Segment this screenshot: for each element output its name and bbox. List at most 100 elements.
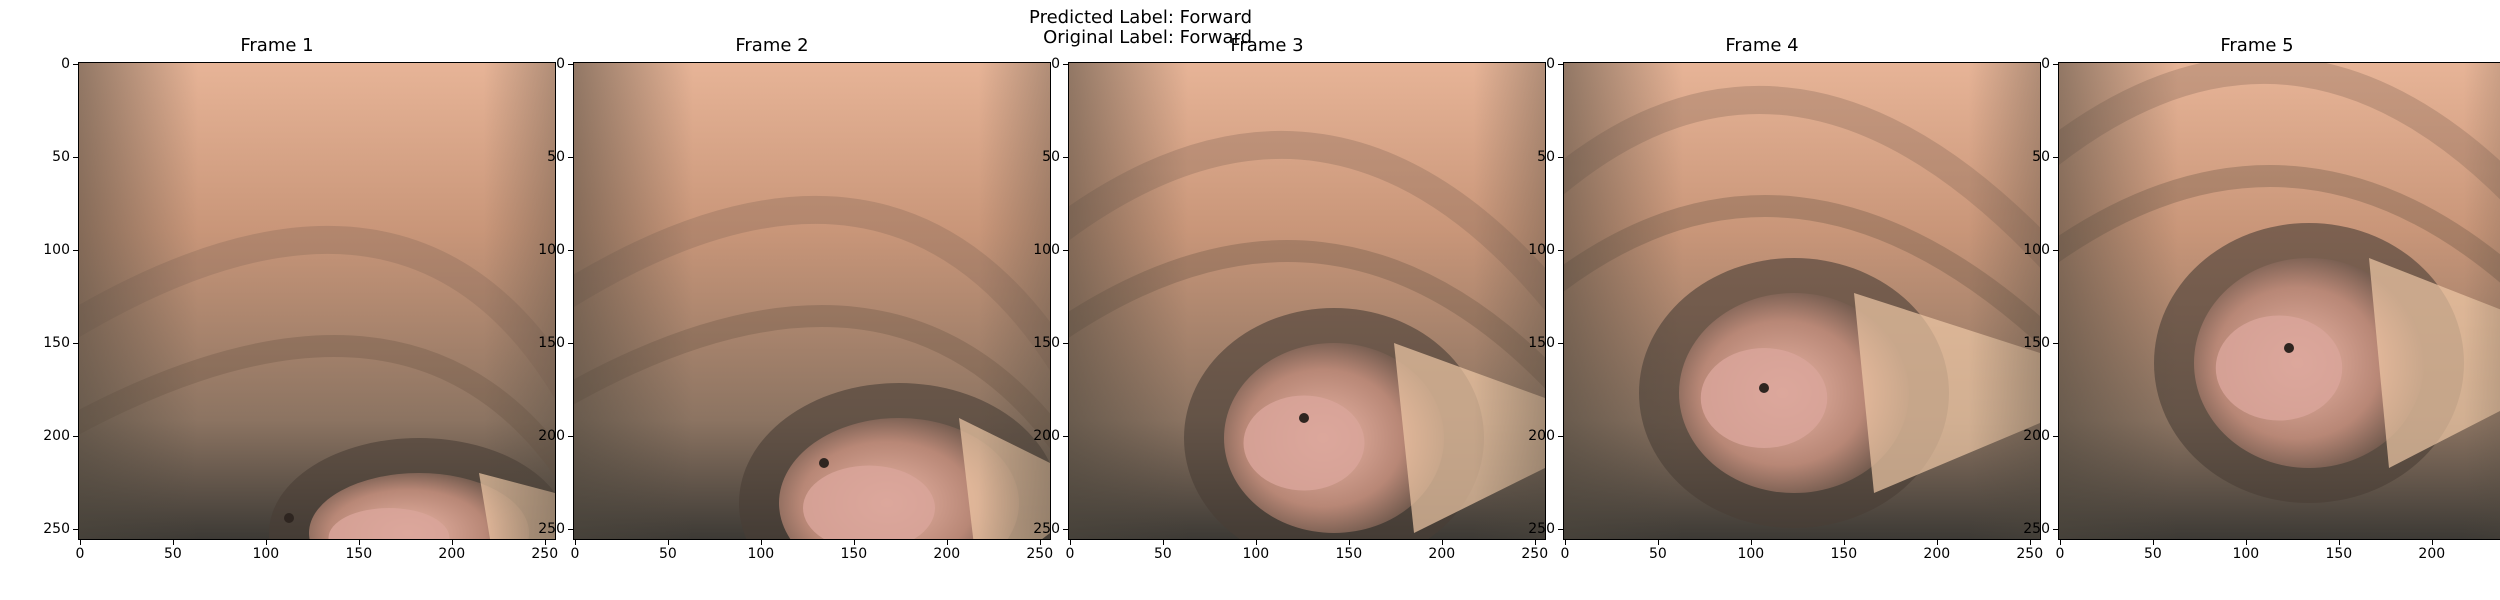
- y-tick-label: 250: [2023, 520, 2050, 537]
- x-tick-mark: [2245, 540, 2247, 545]
- y-tick-label: 100: [1528, 241, 1555, 258]
- x-tick-label: 0: [2055, 546, 2065, 562]
- x-tick-label: 50: [1153, 546, 1172, 562]
- x-tick-mark: [544, 540, 546, 545]
- y-tick-label: 200: [43, 427, 70, 444]
- y-tick-mark: [568, 249, 573, 251]
- x-tick-mark: [172, 540, 174, 545]
- endoscopy-frame-image: [1068, 62, 1546, 540]
- y-tick-label: 150: [1033, 334, 1060, 351]
- x-tick-mark: [574, 540, 576, 545]
- x-tick-mark: [667, 540, 669, 545]
- x-tick-label: 100: [2232, 546, 2260, 562]
- y-tick-label: 50: [1042, 148, 1060, 165]
- x-tick-mark: [2152, 540, 2154, 545]
- y-tick-mark: [1558, 435, 1563, 437]
- x-tick-mark: [1936, 540, 1938, 545]
- y-tick-mark: [568, 435, 573, 437]
- y-tick-mark: [568, 156, 573, 158]
- x-tick-mark: [451, 540, 453, 545]
- x-tick-mark: [1564, 540, 1566, 545]
- y-tick-mark: [73, 342, 78, 344]
- x-tick-label: 150: [345, 546, 373, 562]
- x-tick-label: 200: [438, 546, 466, 562]
- x-tick-label: 100: [747, 546, 775, 562]
- y-tick-mark: [1063, 63, 1068, 65]
- x-tick-label: 200: [1923, 546, 1951, 562]
- frame-title: Frame 3: [1230, 35, 1304, 56]
- x-tick-mark: [1534, 540, 1536, 545]
- y-tick-label: 0: [1051, 55, 1060, 72]
- y-tick-mark: [2053, 342, 2058, 344]
- y-tick-mark: [73, 156, 78, 158]
- x-tick-mark: [946, 540, 948, 545]
- x-tick-mark: [2029, 540, 2031, 545]
- y-tick-mark: [568, 528, 573, 530]
- x-tick-mark: [265, 540, 267, 545]
- y-tick-mark: [1558, 528, 1563, 530]
- y-tick-label: 50: [547, 148, 565, 165]
- x-tick-mark: [1750, 540, 1752, 545]
- y-tick-mark: [73, 435, 78, 437]
- y-tick-mark: [73, 528, 78, 530]
- y-tick-label: 100: [2023, 241, 2050, 258]
- y-tick-label: 50: [2032, 148, 2050, 165]
- x-tick-label: 150: [1335, 546, 1363, 562]
- y-tick-label: 0: [556, 55, 565, 72]
- frame-title: Frame 4: [1725, 35, 1799, 56]
- y-tick-label: 0: [1546, 55, 1555, 72]
- x-tick-label: 200: [1428, 546, 1456, 562]
- y-tick-label: 0: [61, 55, 70, 72]
- y-tick-label: 250: [1033, 520, 1060, 537]
- y-tick-label: 150: [1528, 334, 1555, 351]
- x-tick-mark: [1039, 540, 1041, 545]
- y-tick-label: 50: [1537, 148, 1555, 165]
- x-tick-mark: [2338, 540, 2340, 545]
- x-tick-label: 0: [570, 546, 580, 562]
- y-tick-label: 0: [2041, 55, 2050, 72]
- x-tick-label: 150: [840, 546, 868, 562]
- y-tick-mark: [2053, 528, 2058, 530]
- x-tick-label: 100: [1737, 546, 1765, 562]
- x-tick-mark: [1657, 540, 1659, 545]
- x-tick-label: 150: [1830, 546, 1858, 562]
- frame-panel-4: Frame 4 0 50 100 150 200 250 0 50 100 150 200 250: [1523, 0, 2043, 600]
- y-tick-label: 100: [538, 241, 565, 258]
- y-tick-mark: [568, 342, 573, 344]
- y-tick-label: 250: [538, 520, 565, 537]
- x-tick-mark: [358, 540, 360, 545]
- y-tick-label: 200: [2023, 427, 2050, 444]
- y-tick-mark: [1063, 435, 1068, 437]
- y-tick-mark: [2053, 249, 2058, 251]
- x-tick-mark: [853, 540, 855, 545]
- y-tick-mark: [73, 249, 78, 251]
- x-tick-label: 50: [1648, 546, 1667, 562]
- y-tick-label: 200: [1528, 427, 1555, 444]
- endoscopy-frame-image: [2058, 62, 2500, 540]
- frame-panel-2: Frame 2 0 50 100 150 200 250 0 50 100 150 200 250: [533, 0, 1053, 600]
- frame-title: Frame 2: [735, 35, 809, 56]
- x-tick-label: 250: [1521, 546, 1549, 562]
- x-tick-label: 100: [252, 546, 280, 562]
- x-tick-label: 50: [163, 546, 182, 562]
- y-tick-mark: [1558, 249, 1563, 251]
- y-tick-mark: [2053, 63, 2058, 65]
- figure-title: Predicted Label: Forward Original Label:…: [0, 8, 1252, 48]
- x-tick-label: 250: [1026, 546, 1054, 562]
- y-tick-mark: [2053, 435, 2058, 437]
- x-tick-mark: [1441, 540, 1443, 545]
- y-tick-mark: [568, 63, 573, 65]
- y-tick-mark: [1063, 528, 1068, 530]
- y-tick-label: 200: [1033, 427, 1060, 444]
- y-tick-label: 100: [43, 241, 70, 258]
- y-tick-label: 250: [43, 520, 70, 537]
- x-tick-label: 250: [2016, 546, 2044, 562]
- y-tick-label: 100: [1033, 241, 1060, 258]
- x-tick-mark: [760, 540, 762, 545]
- frame-panel-1: Frame 1 0 50 100 150 200 250 0 50 100 150 200 250: [38, 0, 558, 600]
- x-tick-label: 50: [2143, 546, 2162, 562]
- x-tick-label: 0: [1065, 546, 1075, 562]
- y-tick-mark: [1063, 156, 1068, 158]
- x-tick-mark: [1069, 540, 1071, 545]
- x-tick-mark: [1843, 540, 1845, 545]
